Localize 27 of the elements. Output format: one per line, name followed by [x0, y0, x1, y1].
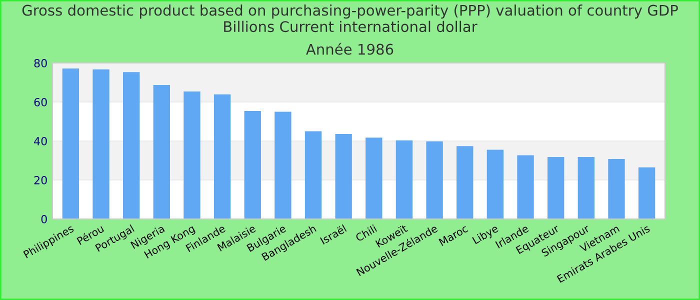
bar	[426, 141, 443, 219]
y-tick-label: 80	[34, 58, 47, 68]
bar	[548, 156, 564, 219]
bar	[608, 158, 625, 219]
bar	[638, 167, 656, 219]
bar	[62, 68, 80, 219]
bar	[214, 94, 231, 219]
bar	[304, 131, 322, 219]
bar	[123, 72, 140, 219]
bar	[456, 146, 474, 219]
chart-subtitle: Année 1986	[306, 42, 394, 55]
y-tick-label: 20	[34, 176, 47, 184]
chart-title: Gross domestic product based on purchasing-power-parity (PPP) valuation of country GDP Billions Current international dollar	[22, 4, 678, 32]
bar	[578, 156, 594, 219]
y-tick-label: 40	[34, 136, 47, 146]
bar	[274, 112, 292, 219]
bar	[396, 140, 413, 219]
bar	[244, 110, 261, 219]
bar	[486, 150, 504, 219]
bar	[517, 155, 534, 219]
bar	[92, 69, 110, 219]
bar	[335, 134, 352, 219]
bar	[366, 138, 382, 219]
bar	[184, 91, 200, 219]
y-tick-label: 60	[34, 98, 47, 106]
y-tick-label: 0	[41, 214, 47, 224]
bar	[153, 85, 170, 219]
